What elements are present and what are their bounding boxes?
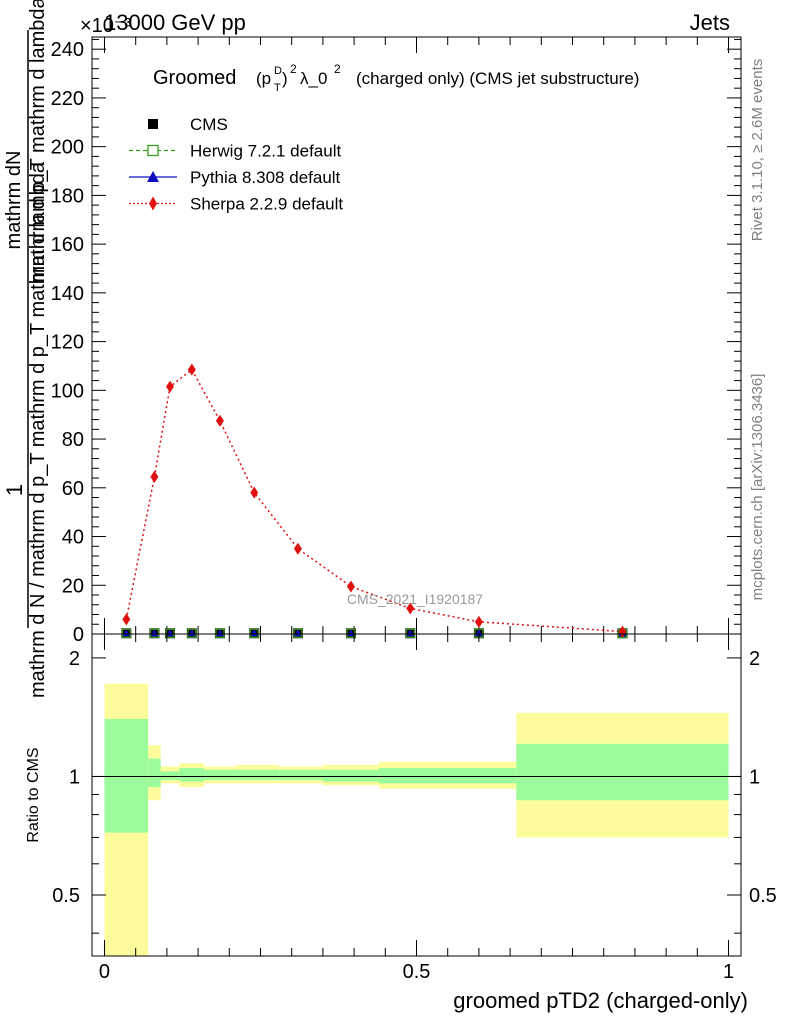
sherpa-point — [150, 470, 159, 483]
main-y-axis-label: 1 mathrm dN mathrm d p_T mathrm d lambda… — [2, 0, 49, 698]
legend-label: CMS — [190, 115, 228, 134]
y-tick-label: 20 — [62, 575, 84, 597]
pythia-point — [293, 629, 302, 637]
ratio-inner-band — [204, 769, 236, 780]
y-tick-label: 240 — [51, 39, 84, 61]
sherpa-point — [250, 486, 259, 499]
ratio-inner-band — [148, 758, 161, 788]
pythia-point — [346, 629, 355, 637]
ratio-inner-band — [379, 768, 517, 784]
mcplots-label: mcplots.cern.ch [arXiv:1306.3436] — [749, 374, 766, 601]
ratio-inner-band — [279, 769, 323, 780]
plot-title-prefix: Groomed — [153, 67, 236, 89]
header-left: 13000 GeV pp — [104, 10, 246, 35]
ylabel-numerator-bottom: mathrm d p_T mathrm d lambda — [27, 0, 49, 283]
sherpa-point — [187, 363, 196, 376]
sherpa-point — [618, 625, 627, 638]
legend-item: CMS — [148, 115, 228, 134]
y-tick-label: 60 — [62, 478, 84, 500]
y-exponent: ×10⁻³ — [80, 15, 131, 37]
ratio-y-axis-label: Ratio to CMS — [25, 747, 42, 842]
legend-marker-diamond — [149, 196, 157, 211]
ratio-inner-band — [516, 743, 729, 801]
analysis-watermark: CMS_2021_I1920187 — [347, 591, 483, 607]
ylabel-denominator: mathrm d N / mathrm d p_T mathrm d p_T m… — [27, 161, 49, 698]
svg-text:λ_0: λ_0 — [300, 69, 327, 88]
header-right: Jets — [690, 10, 730, 35]
sherpa-point — [215, 414, 224, 427]
svg-text:D: D — [274, 65, 282, 77]
ratio-y-tick-label: 1 — [69, 766, 80, 788]
sherpa-point — [406, 602, 415, 615]
ratio-inner-band — [104, 718, 149, 833]
legend-label: Herwig 7.2.1 default — [190, 142, 341, 161]
y-tick-label: 200 — [51, 137, 84, 159]
y-tick-label: 160 — [51, 234, 84, 256]
svg-text:2: 2 — [334, 62, 341, 76]
pythia-point — [215, 629, 224, 637]
legend-item: Sherpa 2.2.9 default — [129, 195, 343, 214]
legend-label: Pythia 8.308 default — [190, 168, 341, 187]
pythia-point — [166, 629, 175, 637]
svg-text:T: T — [274, 82, 281, 94]
x-axis-label: groomed pTD2 (charged-only) — [453, 988, 748, 1013]
ratio-y-tick-label-right: 1 — [749, 766, 760, 788]
y-tick-label: 0 — [73, 624, 84, 646]
ratio-inner-band — [322, 769, 380, 782]
y-tick-label: 100 — [51, 380, 84, 402]
main-axes: 0 20 40 60 80 100 120 140 160 180 200 220 240 — [51, 37, 741, 646]
ratio-y-tick-label-right: 0.5 — [749, 885, 777, 907]
ratio-inner-band — [179, 768, 205, 782]
legend-item: Herwig 7.2.1 default — [129, 142, 341, 161]
legend-marker-triangle — [147, 171, 159, 182]
legend-marker-open-square — [147, 144, 159, 157]
rivet-label: Rivet 3.1.10, ≥ 2.6M events — [749, 59, 766, 242]
pythia-point — [187, 629, 196, 637]
x-tick-label: 0 — [99, 961, 110, 983]
sherpa-point — [474, 615, 483, 628]
plot-title-formula: (p T D ) 2 λ_0 2 — [256, 62, 341, 94]
y-tick-label: 220 — [51, 88, 84, 110]
legend-marker-square — [148, 119, 158, 129]
main-series — [121, 363, 628, 639]
svg-text:): ) — [282, 69, 288, 88]
y-tick-label: 40 — [62, 527, 84, 549]
sherpa-line — [125, 368, 623, 633]
y-tick-label: 120 — [51, 332, 84, 354]
legend-item: Pythia 8.308 default — [129, 168, 341, 187]
ratio-y-tick-label: 0.5 — [52, 885, 80, 907]
ratio-y-tick-label: 2 — [69, 648, 80, 670]
svg-text:(p: (p — [256, 69, 271, 88]
sherpa-point — [122, 613, 131, 626]
svg-text:2: 2 — [290, 62, 297, 76]
x-tick-label: 0.5 — [403, 961, 431, 983]
y-tick-label: 180 — [51, 185, 84, 207]
sherpa-point — [293, 542, 302, 555]
sherpa-point — [346, 580, 355, 593]
legend-label: Sherpa 2.2.9 default — [190, 195, 343, 214]
ratio-inner-band — [160, 771, 180, 780]
ylabel-prefix: 1 — [2, 484, 27, 496]
ratio-bands — [92, 683, 741, 956]
ratio-axes: 0.5 0.5 1 1 2 2 0 0.5 1 — [52, 634, 777, 983]
x-tick-label: 1 — [723, 961, 734, 983]
pythia-point — [474, 629, 483, 637]
plot-title-suffix: (charged only) (CMS jet substructure) — [356, 69, 639, 88]
pythia-point — [406, 629, 415, 637]
pythia-point — [250, 629, 259, 637]
pythia-point — [150, 629, 159, 637]
sherpa-point — [166, 380, 175, 393]
legend: CMS Herwig 7.2.1 default Pythia 8.308 defa… — [129, 115, 343, 214]
y-tick-label: 140 — [51, 283, 84, 305]
ylabel-numerator-top: mathrm dN — [3, 151, 25, 250]
ratio-y-tick-label-right: 2 — [749, 648, 760, 670]
ratio-inner-band — [235, 769, 280, 780]
pythia-point — [122, 629, 131, 637]
y-tick-label: 80 — [62, 429, 84, 451]
